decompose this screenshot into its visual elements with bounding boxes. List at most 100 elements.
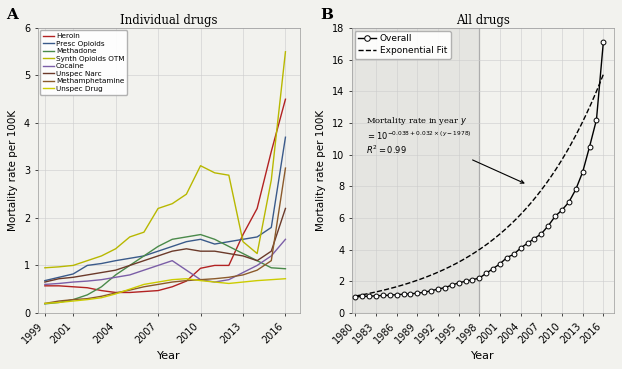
Heroin bbox=[267, 149, 275, 154]
Heroin bbox=[55, 284, 63, 288]
Overall bbox=[434, 287, 442, 292]
X-axis label: Year: Year bbox=[157, 351, 180, 361]
Cocaine bbox=[98, 277, 105, 282]
Unspec Drug bbox=[154, 280, 162, 284]
Presc Opioids bbox=[253, 235, 261, 239]
Line: Heroin: Heroin bbox=[45, 99, 285, 293]
Methadone bbox=[83, 293, 91, 297]
Y-axis label: Mortality rate per 100K: Mortality rate per 100K bbox=[316, 110, 327, 231]
Overall bbox=[531, 236, 538, 241]
Overall bbox=[586, 145, 593, 149]
Synth Opioids OTM bbox=[211, 170, 218, 175]
Overall bbox=[386, 293, 394, 297]
Line: Methadone: Methadone bbox=[45, 235, 285, 304]
Synth Opioids OTM bbox=[225, 173, 233, 177]
Line: Exponential Fit: Exponential Fit bbox=[355, 75, 603, 296]
Presc Opioids bbox=[55, 275, 63, 279]
Unspec Narc bbox=[282, 206, 289, 211]
Heroin bbox=[70, 284, 77, 289]
Heroin bbox=[154, 288, 162, 293]
Methadone bbox=[70, 297, 77, 302]
Methadone bbox=[197, 232, 204, 237]
Cocaine bbox=[70, 280, 77, 284]
Line: Methamphetamine: Methamphetamine bbox=[45, 168, 285, 303]
Heroin bbox=[126, 290, 134, 295]
Unspec Drug bbox=[70, 299, 77, 303]
Methamphetamine bbox=[41, 301, 49, 306]
Heroin bbox=[253, 206, 261, 211]
Overall bbox=[358, 294, 366, 299]
Overall bbox=[503, 255, 511, 260]
Presc Opioids bbox=[112, 258, 119, 263]
Exponential Fit bbox=[498, 230, 506, 234]
Unspec Drug bbox=[267, 277, 275, 282]
Line: Unspec Drug: Unspec Drug bbox=[45, 279, 285, 303]
Methamphetamine bbox=[154, 282, 162, 287]
Overall bbox=[544, 224, 552, 228]
Methamphetamine bbox=[112, 291, 119, 295]
Methadone bbox=[282, 266, 289, 271]
Unspec Narc bbox=[253, 258, 261, 263]
Synth Opioids OTM bbox=[70, 263, 77, 268]
Synth Opioids OTM bbox=[98, 254, 105, 258]
Methamphetamine bbox=[83, 296, 91, 301]
Exponential Fit bbox=[353, 294, 360, 298]
Methadone bbox=[126, 263, 134, 268]
Unspec Narc bbox=[112, 268, 119, 272]
Methadone bbox=[239, 251, 247, 256]
Cocaine bbox=[126, 273, 134, 277]
Overall bbox=[365, 294, 373, 299]
Heroin bbox=[183, 279, 190, 283]
Presc Opioids bbox=[211, 242, 218, 246]
Presc Opioids bbox=[183, 239, 190, 244]
Methamphetamine bbox=[98, 294, 105, 299]
Heroin bbox=[211, 263, 218, 268]
Line: Cocaine: Cocaine bbox=[45, 239, 285, 284]
Presc Opioids bbox=[169, 244, 176, 249]
Overall bbox=[441, 285, 448, 290]
Synth Opioids OTM bbox=[183, 192, 190, 196]
Unspec Narc bbox=[140, 258, 147, 263]
Line: Overall: Overall bbox=[353, 40, 606, 300]
Methamphetamine bbox=[239, 273, 247, 277]
Line: Presc Opioids: Presc Opioids bbox=[45, 137, 285, 280]
Heroin bbox=[225, 263, 233, 268]
Unspec Narc bbox=[267, 249, 275, 254]
Unspec Drug bbox=[140, 282, 147, 287]
Cocaine bbox=[211, 280, 218, 284]
Synth Opioids OTM bbox=[83, 258, 91, 263]
Heroin bbox=[282, 97, 289, 101]
Unspec Drug bbox=[282, 276, 289, 281]
Heroin bbox=[140, 289, 147, 294]
Presc Opioids bbox=[83, 263, 91, 268]
Cocaine bbox=[169, 258, 176, 263]
Overall bbox=[448, 283, 455, 287]
Methamphetamine bbox=[225, 275, 233, 279]
Methadone bbox=[55, 300, 63, 305]
Overall bbox=[483, 271, 490, 276]
Y-axis label: Mortality rate per 100K: Mortality rate per 100K bbox=[8, 110, 18, 231]
Unspec Drug bbox=[55, 300, 63, 305]
Cocaine bbox=[253, 263, 261, 268]
Title: All drugs: All drugs bbox=[456, 14, 509, 27]
Synth Opioids OTM bbox=[239, 239, 247, 244]
Unspec Drug bbox=[239, 280, 247, 284]
Overall bbox=[462, 279, 469, 283]
Unspec Drug bbox=[112, 292, 119, 296]
Synth Opioids OTM bbox=[169, 201, 176, 206]
Cocaine bbox=[267, 254, 275, 258]
Synth Opioids OTM bbox=[126, 235, 134, 239]
Presc Opioids bbox=[267, 225, 275, 230]
Exponential Fit bbox=[600, 72, 607, 77]
Heroin bbox=[239, 232, 247, 237]
Unspec Narc bbox=[154, 254, 162, 258]
Methadone bbox=[41, 302, 49, 306]
Overall bbox=[600, 40, 607, 45]
Unspec Narc bbox=[55, 276, 63, 281]
Cocaine bbox=[140, 268, 147, 272]
Presc Opioids bbox=[70, 272, 77, 276]
Synth Opioids OTM bbox=[154, 206, 162, 211]
Overall bbox=[559, 208, 566, 212]
Heroin bbox=[169, 284, 176, 289]
Methadone bbox=[211, 237, 218, 242]
